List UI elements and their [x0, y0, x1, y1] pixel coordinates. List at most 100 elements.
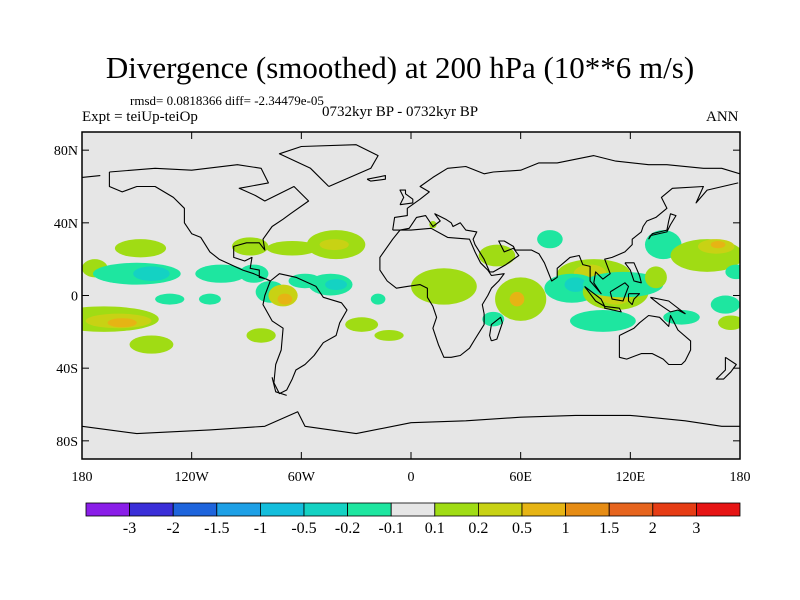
coastline-9 [715, 356, 737, 380]
coastline-5 [392, 182, 739, 295]
x-tick-label-6: 180 [730, 470, 751, 485]
coastline-6 [379, 227, 505, 358]
colorbar-label-10: 1 [562, 520, 570, 537]
colorbar-label-7: 0.1 [425, 520, 445, 537]
divergence-contour-3 [133, 266, 170, 281]
x-axis: 180 120W 60W 0 60E 120E 180 [72, 132, 751, 485]
divergence-contour-18 [277, 293, 293, 305]
colorbar-label-5: -0.2 [335, 520, 360, 537]
divergence-contour-12 [266, 241, 318, 256]
colorbar-label-11: 1.5 [599, 520, 619, 537]
divergence-contour-36 [564, 277, 587, 292]
x-tick-label-4: 60E [509, 470, 532, 485]
divergence-contour-32 [537, 230, 563, 249]
divergence-contour-10 [129, 335, 174, 354]
divergence-contour-22 [246, 328, 276, 343]
divergence-contour-47 [663, 310, 700, 325]
coastline-2 [278, 144, 379, 188]
colorbar-swatch-7 [390, 502, 436, 517]
y-tick-label-1: 40N [54, 217, 78, 232]
period-label: 0732kyr BP - 0732kyr BP [322, 104, 479, 120]
colorbar-label-13: 3 [692, 520, 700, 537]
colorbar-swatch-3 [216, 502, 261, 517]
coastline-11 [604, 305, 622, 313]
divergence-contour-27 [411, 268, 477, 305]
colorbar-swatch-12 [608, 502, 654, 517]
y-tick-label-2: 0 [71, 290, 78, 305]
rmsd-diff-stats: rmsd= 0.0818366 diff= -2.34479e-05 [130, 93, 324, 108]
divergence-contour-44 [710, 241, 726, 249]
colorbar-swatch-6 [347, 502, 392, 517]
divergence-contour-28 [478, 244, 516, 267]
x-tick-label-3: 0 [408, 470, 415, 485]
divergence-contour-30 [509, 291, 525, 307]
divergence-contour-0 [114, 239, 167, 258]
divergence-field [82, 221, 740, 354]
colorbar-swatch-11 [565, 502, 610, 517]
coastline-3 [392, 155, 740, 231]
coastline-18 [366, 175, 386, 182]
divergence-contour-23 [345, 317, 379, 332]
colorbar-label-12: 2 [649, 520, 657, 537]
coastline-15 [624, 262, 642, 284]
divergence-contour-31 [482, 311, 505, 327]
colorbar-label-2: -1.5 [204, 520, 229, 537]
x-tick-label-5: 120E [616, 470, 646, 485]
colorbar-swatch-4 [259, 502, 305, 517]
coastline-4 [82, 175, 101, 178]
coastline-7 [489, 316, 503, 342]
y-axis: 80N 40N 0 40S 80S [54, 144, 740, 450]
divergence-contour-9 [107, 318, 137, 328]
colorbar-swatch-1 [129, 502, 174, 517]
colorbar: -3 -2 -1.5 -1 -0.5 -0.2 -0.1 0.1 0.2 0.5 1 1.5 2 3 [85, 502, 741, 537]
season-label: ANN [706, 109, 739, 125]
colorbar-label-1: -2 [167, 520, 180, 537]
colorbar-label-3: -1 [254, 520, 267, 537]
divergence-contour-49 [718, 315, 740, 331]
y-tick-label-4: 80S [56, 435, 78, 450]
divergence-contour-24 [374, 330, 404, 341]
colorbar-swatch-5 [303, 502, 348, 517]
x-tick-label-2: 60W [288, 470, 316, 485]
divergence-contour-48 [710, 295, 740, 314]
colorbar-swatch-13 [652, 502, 697, 517]
divergence-contour-45 [725, 264, 740, 280]
colorbar-label-4: -0.5 [291, 520, 316, 537]
y-tick-label-3: 40S [56, 362, 78, 377]
experiment-label: Expt = teiUp-teiOp [82, 109, 198, 125]
chart-title: Divergence (smoothed) at 200 hPa (10**6 … [105, 50, 695, 85]
divergence-contour-40 [644, 266, 667, 289]
colorbar-label-9: 0.5 [512, 520, 532, 537]
y-tick-label-0: 80N [54, 144, 78, 159]
colorbar-label-8: 0.2 [468, 520, 488, 537]
colorbar-swatch-9 [477, 502, 523, 517]
coastline-1 [262, 273, 348, 395]
x-tick-label-0: 180 [72, 470, 93, 485]
colorbar-swatch-0 [85, 502, 130, 517]
divergence-contour-14 [319, 239, 349, 251]
colorbar-swatch-2 [172, 502, 218, 517]
divergence-contour-25 [370, 293, 386, 305]
divergence-contour-46 [570, 310, 636, 332]
colorbar-label-6: -0.1 [379, 520, 404, 537]
divergence-contour-11 [231, 237, 269, 256]
colorbar-swatch-10 [521, 502, 566, 517]
coastline-19 [82, 411, 740, 435]
colorbar-swatch-8 [434, 502, 479, 517]
coastline-14 [650, 296, 686, 315]
x-tick-label-1: 120W [175, 470, 210, 485]
coastline-17 [399, 189, 414, 206]
coastline-16 [648, 213, 677, 240]
coastline-20 [271, 377, 287, 396]
colorbar-label-0: -3 [123, 520, 136, 537]
coastline-13 [627, 293, 641, 306]
divergence-contour-6 [198, 293, 221, 305]
divergence-contour-4 [195, 264, 247, 283]
coastline-8 [618, 314, 692, 366]
colorbar-swatch-14 [696, 502, 741, 517]
coastlines [82, 144, 740, 435]
coastline-0 [108, 164, 310, 282]
divergence-contour-21 [325, 279, 348, 291]
divergence-contour-5 [155, 293, 185, 305]
